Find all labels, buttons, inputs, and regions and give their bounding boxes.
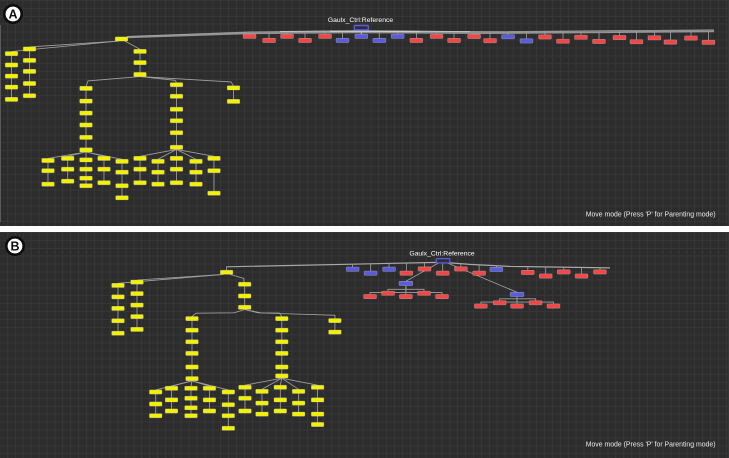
svg-text:A: A (8, 7, 17, 21)
svg-text:Gaulx_Ctrl:Reference: Gaulx_Ctrl:Reference (328, 17, 394, 24)
svg-text:B: B (10, 239, 19, 253)
svg-text:Move mode (Press 'P' for Paren: Move mode (Press 'P' for Parenting mode) (586, 442, 716, 449)
svg-text:Move mode (Press 'P' for Paren: Move mode (Press 'P' for Parenting mode) (586, 212, 716, 219)
svg-text:Gaulx_Ctrl:Reference: Gaulx_Ctrl:Reference (409, 250, 475, 257)
